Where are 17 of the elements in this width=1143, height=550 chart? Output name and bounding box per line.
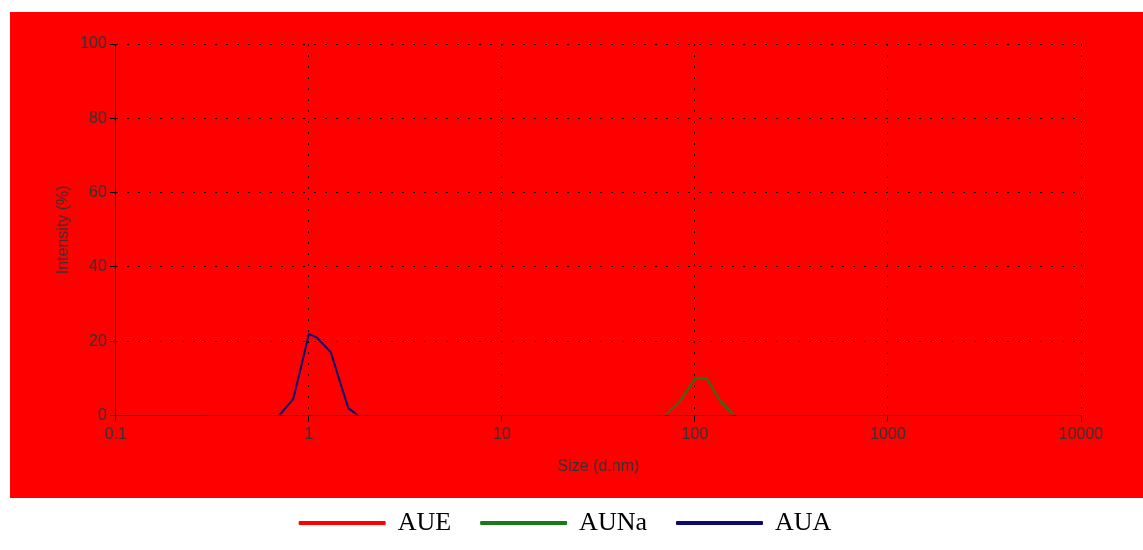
x-tick-label: 10000 [1058, 424, 1104, 442]
y-tick-label: 0 [97, 406, 107, 424]
x-tick-label: 10 [493, 424, 511, 442]
y-tick-label: 60 [89, 183, 107, 201]
y-axis-title: Intensity (%) [54, 185, 72, 275]
x-tick-label: 1 [304, 424, 314, 442]
y-tick-label: 40 [89, 257, 107, 275]
x-tick-label: 100 [681, 424, 709, 442]
legend-label: AUE [397, 506, 452, 536]
y-tick-label: 100 [80, 34, 107, 52]
legend-label: AUA [774, 506, 832, 536]
legend-label: AUNa [579, 506, 648, 536]
x-tick-label: 1000 [870, 424, 906, 442]
y-tick-label: 80 [89, 108, 107, 126]
y-tick-label: 20 [89, 331, 107, 349]
x-tick-label: 0.1 [104, 424, 128, 442]
x-axis-title: Size (d.nm) [557, 456, 640, 474]
